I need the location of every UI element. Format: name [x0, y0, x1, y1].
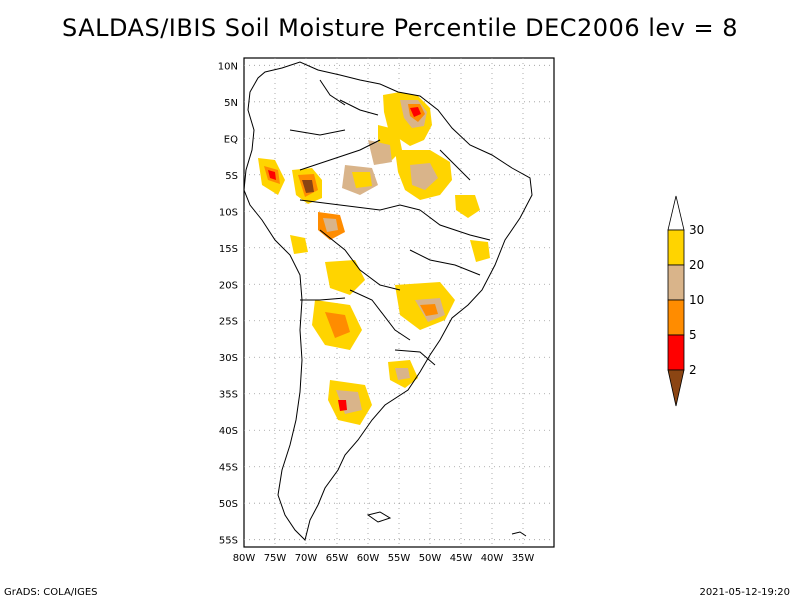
lon-tick-label: 35W: [512, 553, 535, 564]
lon-tick-label: 75W: [264, 553, 287, 564]
footer-timestamp: 2021-05-12-19:20: [699, 587, 790, 598]
page-title: SALDAS/IBIS Soil Moisture Percentile DEC…: [62, 14, 738, 42]
lat-tick-label: 10N: [218, 61, 238, 72]
lon-tick-label: 60W: [357, 553, 380, 564]
lat-tick-label: 5N: [224, 98, 238, 109]
legend-label-2: 2: [689, 363, 697, 377]
lon-tick-label: 40W: [481, 553, 504, 564]
latitude-tick-labels: 10N 5N EQ 5S 10S 15S 20S 25S 30S 35S 40S 45S 50S 55S: [218, 61, 238, 546]
lat-tick-label: 30S: [219, 353, 238, 364]
lat-tick-label: 40S: [219, 426, 238, 437]
lat-tick-label: 55S: [219, 536, 238, 547]
footer-credit: GrADS: COLA/IGES: [4, 587, 98, 598]
lon-tick-label: 70W: [295, 553, 318, 564]
lat-tick-label: 25S: [219, 317, 238, 328]
lat-tick-label: 20S: [219, 280, 238, 291]
lon-tick-label: 65W: [326, 553, 349, 564]
continent-outline: [243, 61, 533, 541]
lon-tick-label: 45W: [450, 553, 473, 564]
legend-swatch-10-20: [667, 264, 685, 301]
legend-label-5: 5: [689, 328, 697, 342]
lon-tick-label: 55W: [388, 553, 411, 564]
legend-label-20: 20: [689, 258, 704, 272]
legend-swatch-above-30: [667, 195, 685, 231]
legend-swatch-5-10: [667, 299, 685, 336]
lat-tick-label: 5S: [225, 171, 238, 182]
legend-swatch-2-5: [667, 334, 685, 371]
colorbar-legend: 30 20 10 5 2: [667, 195, 704, 407]
legend-swatch-20-30: [667, 229, 685, 266]
percentile-shading: [258, 92, 490, 425]
lon-tick-label: 80W: [233, 553, 256, 564]
lat-tick-label: 10S: [219, 207, 238, 218]
legend-label-10: 10: [689, 293, 704, 307]
lat-tick-label: 15S: [219, 244, 238, 255]
lat-tick-label: 45S: [219, 463, 238, 474]
legend-swatch-below-2: [667, 369, 685, 407]
lat-tick-label: 50S: [219, 499, 238, 510]
lat-tick-label: EQ: [224, 134, 238, 145]
legend-label-30: 30: [689, 223, 704, 237]
lat-tick-label: 35S: [219, 390, 238, 401]
lon-tick-label: 50W: [419, 553, 442, 564]
longitude-tick-labels: 80W 75W 70W 65W 60W 55W 50W 45W 40W 35W: [233, 553, 535, 564]
